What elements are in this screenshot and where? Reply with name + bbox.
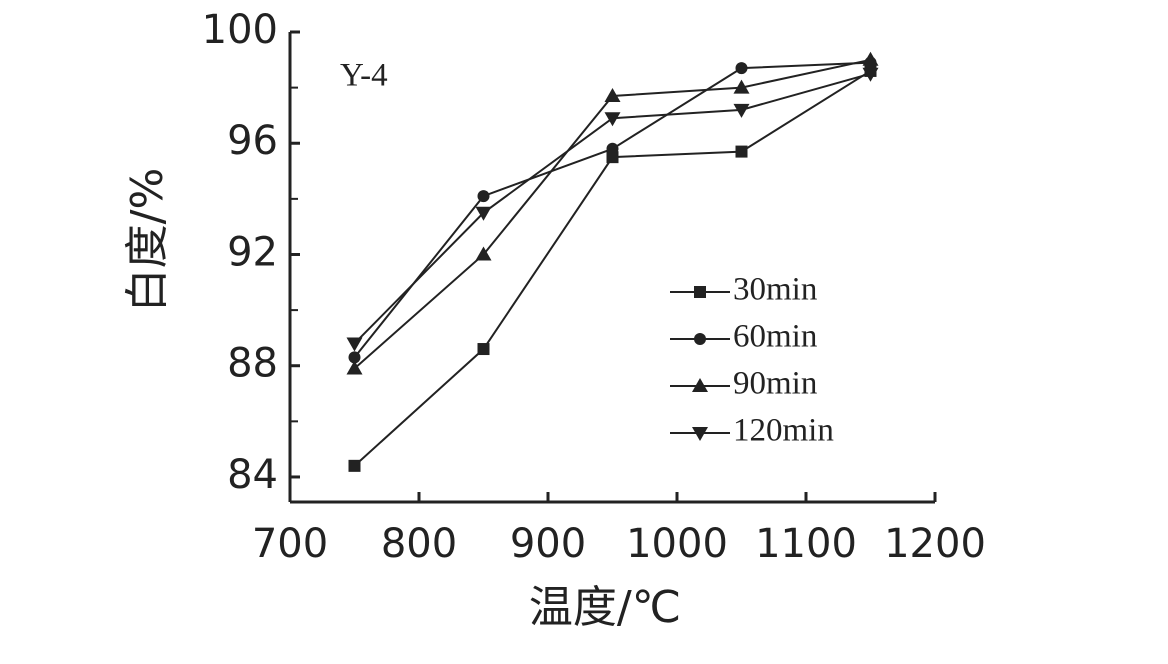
marker bbox=[348, 459, 361, 472]
x-tick-label: 800 bbox=[381, 521, 457, 567]
marker bbox=[477, 343, 490, 356]
marker bbox=[475, 206, 492, 221]
marker bbox=[692, 427, 708, 441]
marker bbox=[694, 333, 706, 345]
legend-label: 60min bbox=[733, 319, 817, 355]
marker bbox=[862, 51, 879, 66]
y-tick-label: 88 bbox=[227, 341, 278, 387]
x-tick-label: 900 bbox=[510, 521, 586, 567]
marker bbox=[606, 151, 619, 164]
marker bbox=[733, 79, 750, 94]
marker bbox=[348, 351, 361, 364]
legend-label: 90min bbox=[733, 366, 817, 402]
marker bbox=[477, 190, 490, 203]
marker bbox=[694, 286, 706, 298]
x-tick-label: 1200 bbox=[884, 521, 986, 567]
marker bbox=[692, 378, 708, 392]
marker bbox=[604, 112, 621, 127]
x-tick-label: 700 bbox=[252, 521, 328, 567]
series-line bbox=[353, 61, 871, 359]
marker bbox=[733, 103, 750, 118]
marker bbox=[346, 360, 363, 375]
annotation: Y-4 bbox=[340, 58, 388, 94]
x-axis-label: 温度/℃ bbox=[529, 582, 681, 633]
marker bbox=[862, 67, 879, 82]
marker bbox=[475, 246, 492, 261]
x-tick-label: 1100 bbox=[755, 521, 857, 567]
y-tick-label: 92 bbox=[227, 229, 278, 275]
y-axis-label: 白度/% bbox=[122, 168, 173, 313]
series-line bbox=[353, 70, 872, 467]
marker bbox=[604, 87, 621, 102]
y-tick-label: 100 bbox=[202, 7, 278, 53]
legend-label: 30min bbox=[733, 272, 817, 308]
marker bbox=[735, 145, 748, 158]
marker bbox=[735, 62, 748, 75]
y-tick-label: 84 bbox=[227, 452, 278, 498]
marker bbox=[606, 142, 619, 155]
legend-label: 120min bbox=[733, 413, 834, 449]
y-tick-label: 96 bbox=[227, 118, 278, 164]
marker bbox=[346, 337, 363, 352]
x-tick-label: 1000 bbox=[626, 521, 728, 567]
